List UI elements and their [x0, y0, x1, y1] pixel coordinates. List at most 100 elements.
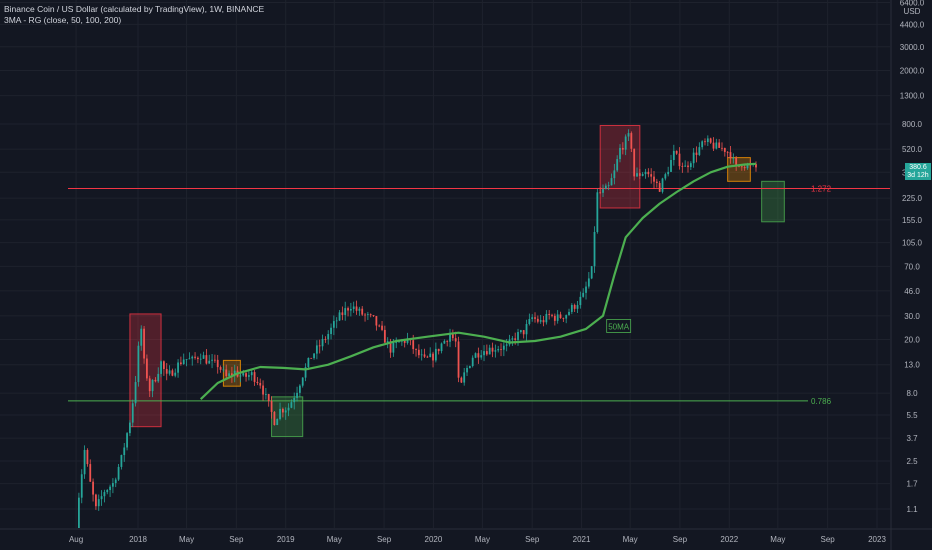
bar-countdown: 3d 12h	[907, 172, 929, 179]
candle-body	[681, 166, 684, 167]
candle-body	[222, 369, 225, 371]
candle-body	[636, 173, 638, 177]
candle-body	[383, 329, 386, 343]
candle-body	[298, 385, 301, 393]
candle-body	[352, 306, 355, 310]
candle-body	[174, 372, 177, 376]
price-tick-label: 20.0	[904, 336, 920, 345]
candle-body	[582, 292, 585, 297]
orange-zone-box	[727, 157, 751, 182]
candle-body	[80, 474, 83, 498]
price-tick-label: 2.5	[906, 457, 918, 466]
candle-body	[182, 359, 185, 365]
candle-body	[372, 315, 375, 317]
price-tick-label: 2000.0	[900, 66, 925, 75]
price-tick-label: 8.0	[906, 389, 918, 398]
price-tick-label: 4400.0	[900, 20, 925, 29]
candle-body	[483, 351, 485, 356]
candle-body	[381, 325, 383, 330]
candle-body	[633, 148, 636, 177]
candle-body	[247, 375, 250, 377]
candle-body	[463, 372, 466, 383]
candle-body	[740, 166, 743, 168]
candle-body	[157, 373, 160, 382]
candle-body	[307, 357, 310, 368]
candle-body	[106, 490, 109, 493]
fib-level-label: 0.786	[811, 397, 832, 406]
red-zone-box	[599, 124, 641, 209]
candle-body	[701, 141, 704, 148]
time-tick-label: May	[475, 535, 490, 544]
candle-body	[655, 181, 658, 184]
candle-body	[100, 496, 103, 500]
ma-series	[199, 162, 757, 400]
candle-body	[735, 157, 738, 166]
time-tick-label: Sep	[673, 535, 688, 544]
time-tick-label: May	[623, 535, 638, 544]
candle-body	[259, 383, 262, 386]
candle-body	[330, 327, 332, 335]
candle-body	[364, 314, 366, 316]
candle-body	[262, 385, 264, 395]
candle-body	[417, 349, 420, 356]
candle-body	[585, 286, 587, 293]
candle-body	[568, 311, 570, 316]
candle-body	[253, 372, 256, 382]
candle-body	[140, 328, 143, 346]
time-tick-label: Aug	[69, 535, 83, 544]
candle-body	[355, 306, 358, 311]
candle-body	[460, 377, 463, 383]
candle-body	[211, 359, 213, 361]
candle-body	[502, 345, 505, 350]
candle-body	[678, 153, 681, 167]
candle-body	[270, 401, 273, 412]
symbol-title: Binance Coin / US Dollar (calculated by …	[4, 4, 265, 14]
candle-body	[528, 319, 531, 325]
candle-body	[332, 321, 335, 328]
candle-body	[95, 494, 97, 507]
candle-body	[344, 308, 347, 315]
candle-body	[579, 296, 582, 306]
candle-body	[386, 341, 389, 343]
candle-body	[650, 174, 653, 177]
candle-body	[256, 381, 259, 384]
candle-body	[276, 418, 279, 426]
candle-body	[114, 479, 117, 484]
candle-body	[296, 392, 298, 398]
candle-body	[443, 340, 446, 344]
candle-body	[219, 367, 222, 370]
candle-body	[522, 330, 525, 335]
candle-body	[290, 402, 293, 408]
candle-body	[604, 185, 607, 190]
candle-body	[281, 408, 284, 413]
time-tick-label: 2018	[129, 535, 147, 544]
candle-body	[723, 148, 726, 152]
candle-body	[630, 133, 633, 149]
candle-body	[613, 170, 616, 179]
candle-body	[191, 356, 194, 359]
candle-body	[729, 152, 732, 159]
annotation-boxes	[129, 124, 785, 438]
candle-body	[539, 320, 542, 322]
candle-body	[273, 411, 276, 426]
price-tick-label: 520.0	[902, 145, 923, 154]
candle-body	[129, 422, 131, 434]
candle-body	[471, 357, 474, 367]
candle-body	[672, 150, 675, 160]
candle-body	[392, 342, 395, 353]
fib-lines: 1.272 0.786	[68, 185, 890, 406]
candle-body	[321, 339, 324, 347]
candle-body	[420, 354, 423, 356]
candle-body	[349, 309, 352, 311]
candle-body	[726, 151, 729, 153]
time-tick-label: Sep	[229, 535, 244, 544]
candle-body	[97, 499, 100, 507]
candle-body	[602, 189, 604, 193]
candle-body	[406, 338, 409, 343]
candle-body	[412, 340, 415, 350]
candle-body	[562, 317, 565, 319]
time-tick-label: May	[770, 535, 785, 544]
candle-body	[177, 362, 179, 373]
candle-body	[239, 375, 242, 377]
